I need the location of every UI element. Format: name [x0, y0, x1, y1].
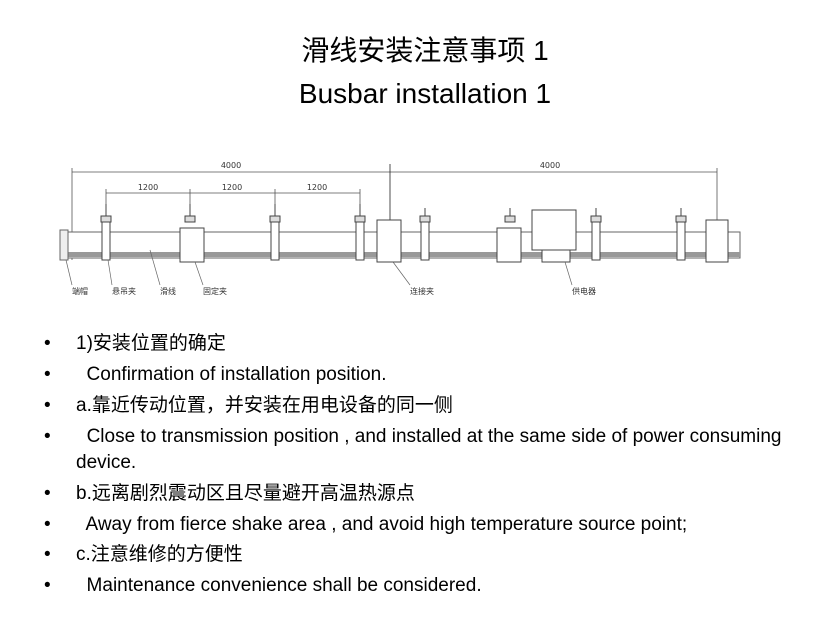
label-power-feeder: 供电器 [572, 286, 596, 296]
busbar-installation-diagram: 4000 4000 1200 1200 1200 端帽 悬吊夹 滑线 固定夹 [59, 161, 741, 296]
label-hanger-clamp: 悬吊夹 [112, 286, 136, 296]
leader-line [149, 249, 161, 286]
power-feeder-box [531, 209, 577, 251]
bullet-text: Away from fierce shake area , and avoid … [76, 514, 688, 535]
label-joint-clamp: 连接夹 [410, 286, 434, 296]
dim-label: 1200 [138, 183, 158, 192]
dim-label: 4000 [221, 161, 241, 170]
slide-title-zh: 滑线安装注意事项 1 [301, 35, 549, 66]
hanger-clamp [504, 208, 516, 223]
slide-title-en: Busbar installation 1 [298, 78, 552, 109]
hanger-clamp [269, 204, 281, 261]
leader-line [65, 259, 73, 286]
fixed-clamp [179, 227, 205, 263]
label-end-cap: 端帽 [72, 286, 88, 296]
bullet-marker: • [44, 395, 51, 416]
fixed-clamp [496, 227, 522, 263]
leader-line [564, 261, 573, 286]
hanger-clamp [675, 208, 687, 261]
bullet-text: 1)安装位置的确定 [76, 333, 226, 354]
bullet-text: a.靠近传动位置，并安装在用电设备的同一侧 [76, 395, 453, 416]
bullet-text: c.注意维修的方便性 [76, 544, 243, 565]
bullet-marker: • [44, 483, 51, 504]
power-feeder-collector [541, 249, 571, 263]
hanger-clamp [590, 208, 602, 261]
dim-label: 1200 [307, 183, 327, 192]
bullet-marker: • [44, 333, 51, 354]
leader-line [107, 259, 113, 286]
bullet-marker: • [44, 426, 51, 447]
label-busbar: 滑线 [160, 286, 176, 296]
label-fixed-clamp: 固定夹 [203, 286, 227, 296]
leader-line [194, 261, 204, 286]
bullet-text: b.远离剧烈震动区且尽量避开高温热源点 [76, 483, 415, 504]
joint-clamp [705, 219, 729, 263]
dim-label: 4000 [540, 161, 560, 170]
bullet-text: Maintenance convenience shall be conside… [76, 575, 482, 596]
leader-line [392, 261, 411, 286]
bullet-text: Confirmation of installation position. [76, 364, 387, 385]
dim-label: 1200 [222, 183, 242, 192]
bullet-marker: • [44, 364, 51, 385]
bullet-text: Close to transmission position , and ins… [76, 426, 787, 473]
bullet-marker: • [44, 544, 51, 565]
hanger-clamp [354, 204, 366, 261]
hanger-clamp [100, 204, 112, 261]
hanger-clamp [419, 208, 431, 261]
bullet-marker: • [44, 575, 51, 596]
joint-clamp [376, 219, 402, 263]
end-cap [59, 229, 69, 261]
bullet-marker: • [44, 514, 51, 535]
hanger-clamp [184, 204, 196, 223]
